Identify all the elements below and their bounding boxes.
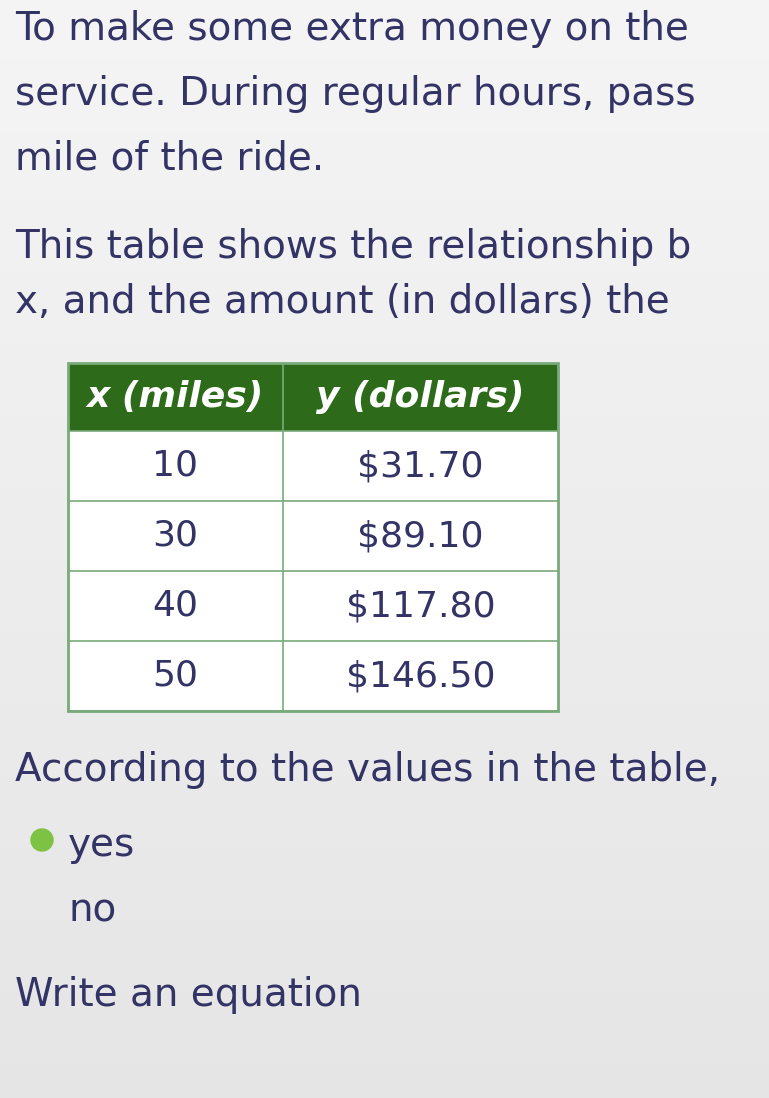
Bar (68, 363, 558, 712)
Bar (68, 571, 558, 641)
Text: no: no (68, 890, 116, 929)
Text: Write an equation: Write an equation (15, 976, 362, 1013)
Bar (68, 501, 558, 571)
Bar (68, 432, 558, 501)
Text: x (miles): x (miles) (87, 380, 264, 414)
Text: 30: 30 (152, 519, 198, 553)
Bar (68, 641, 558, 712)
Bar (68, 363, 558, 432)
Text: 40: 40 (152, 589, 198, 623)
Text: mile of the ride.: mile of the ride. (15, 141, 325, 178)
Text: 50: 50 (152, 659, 198, 693)
Text: $117.80: $117.80 (346, 589, 495, 623)
Text: yes: yes (68, 826, 135, 864)
Text: This table shows the relationship b: This table shows the relationship b (15, 228, 691, 266)
Text: x, and the amount (in dollars) the: x, and the amount (in dollars) the (15, 283, 670, 321)
Text: 10: 10 (152, 449, 198, 483)
Text: y (dollars): y (dollars) (316, 380, 524, 414)
Text: $146.50: $146.50 (346, 659, 495, 693)
Text: service. During regular hours, pass: service. During regular hours, pass (15, 75, 696, 113)
Circle shape (31, 829, 53, 851)
Text: According to the values in the table,: According to the values in the table, (15, 751, 720, 789)
Text: $89.10: $89.10 (358, 519, 484, 553)
Text: To make some extra money on the: To make some extra money on the (15, 10, 689, 48)
Text: $31.70: $31.70 (358, 449, 484, 483)
